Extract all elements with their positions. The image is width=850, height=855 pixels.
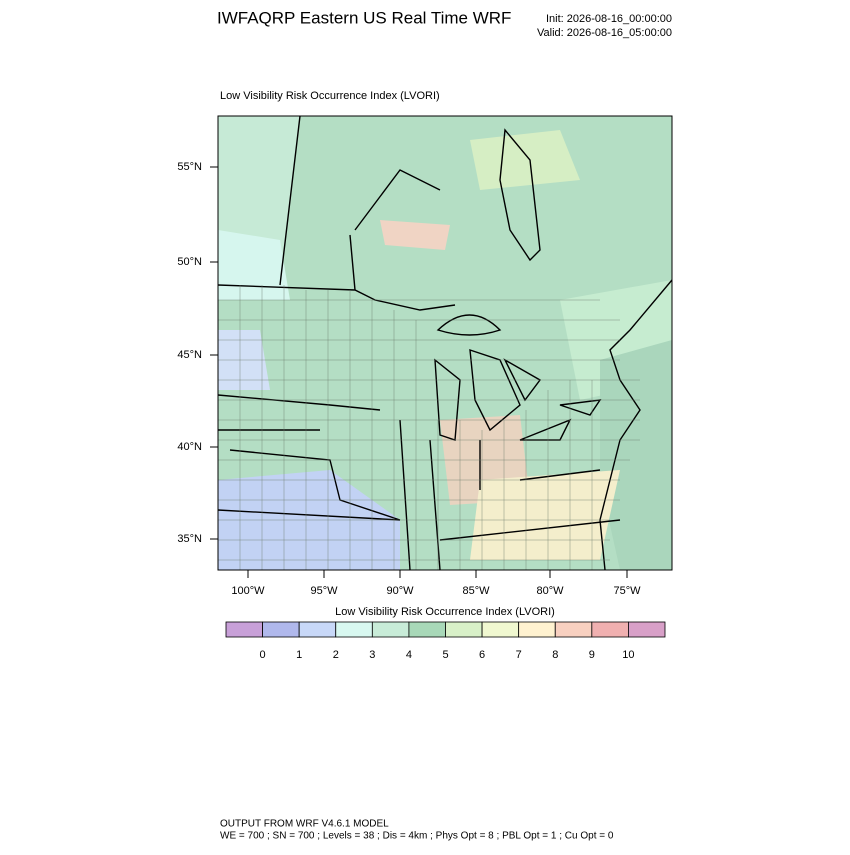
colorbar-swatch bbox=[554, 621, 593, 638]
colorbar-label: 3 bbox=[369, 649, 375, 661]
colorbar-label: 0 bbox=[260, 649, 266, 661]
field-region bbox=[218, 230, 290, 300]
county-grid bbox=[218, 285, 640, 570]
colorbar-label: 2 bbox=[333, 649, 339, 661]
lon-label: 90°W bbox=[386, 585, 414, 597]
lon-label: 80°W bbox=[536, 585, 564, 597]
colorbar-label: 1 bbox=[296, 649, 302, 661]
colorbar-label: 7 bbox=[516, 649, 522, 661]
colorbar-label: 5 bbox=[442, 649, 448, 661]
colorbar-label: 6 bbox=[479, 649, 485, 661]
lon-label: 75°W bbox=[613, 585, 641, 597]
field-region bbox=[470, 130, 580, 190]
colorbar-swatch bbox=[225, 621, 263, 638]
colorbar-swatch bbox=[262, 621, 300, 638]
valid-time: Valid: 2026-08-16_05:00:00 bbox=[537, 27, 672, 39]
map-axes: 55°N 50°N 45°N 40°N 35°N 100°W 95°W 90°W 85°W 80°… bbox=[177, 161, 641, 597]
map-field bbox=[218, 116, 672, 570]
ocean-region bbox=[600, 340, 672, 570]
colorbar-label: 8 bbox=[552, 649, 558, 661]
lon-label: 95°W bbox=[310, 585, 338, 597]
lon-label: 100°W bbox=[231, 585, 265, 597]
lat-label: 40°N bbox=[177, 441, 202, 453]
colorbar-label: 9 bbox=[589, 649, 595, 661]
colorbar-swatch bbox=[335, 621, 373, 638]
colorbar-label: 10 bbox=[622, 649, 634, 661]
border bbox=[279, 115, 441, 291]
lat-label: 50°N bbox=[177, 256, 202, 268]
colorbar-swatch bbox=[445, 621, 483, 638]
field-region bbox=[380, 220, 450, 250]
colorbar-swatch bbox=[518, 621, 556, 638]
field-region bbox=[470, 470, 620, 560]
colorbar-title: Low Visibility Risk Occurrence Index (LV… bbox=[335, 606, 555, 618]
lat-label: 35°N bbox=[177, 533, 202, 545]
map-frame bbox=[217, 115, 673, 571]
colorbar-swatch bbox=[481, 621, 520, 638]
hudson-bay bbox=[499, 128, 541, 262]
lon-label: 85°W bbox=[462, 585, 490, 597]
title: IWFAQRP Eastern US Real Time WRF bbox=[217, 8, 511, 27]
lat-label: 45°N bbox=[177, 349, 202, 361]
footer-line: WE = 700 ; SN = 700 ; Levels = 38 ; Dis … bbox=[220, 831, 614, 842]
init-time: Init: 2026-08-16_00:00:00 bbox=[546, 13, 672, 25]
map-subtitle: Low Visibility Risk Occurrence Index (LV… bbox=[220, 90, 440, 102]
county-lines bbox=[218, 285, 640, 570]
lat-label: 55°N bbox=[177, 161, 202, 173]
colorbar-swatch bbox=[408, 621, 446, 638]
colorbar-swatch bbox=[628, 621, 666, 638]
colorbar-swatch bbox=[591, 621, 629, 638]
colorbar-swatch bbox=[298, 621, 337, 638]
michigan-peninsula bbox=[469, 348, 521, 432]
coastline bbox=[599, 279, 673, 571]
colorbar-label: 4 bbox=[406, 649, 412, 661]
footer-line: OUTPUT FROM WRF V4.6.1 MODEL bbox=[220, 819, 389, 830]
colorbar-swatch bbox=[371, 621, 410, 638]
colorbar: 0 1 2 3 4 5 6 7 8 9 10 bbox=[225, 621, 666, 661]
lake-superior bbox=[436, 314, 502, 336]
